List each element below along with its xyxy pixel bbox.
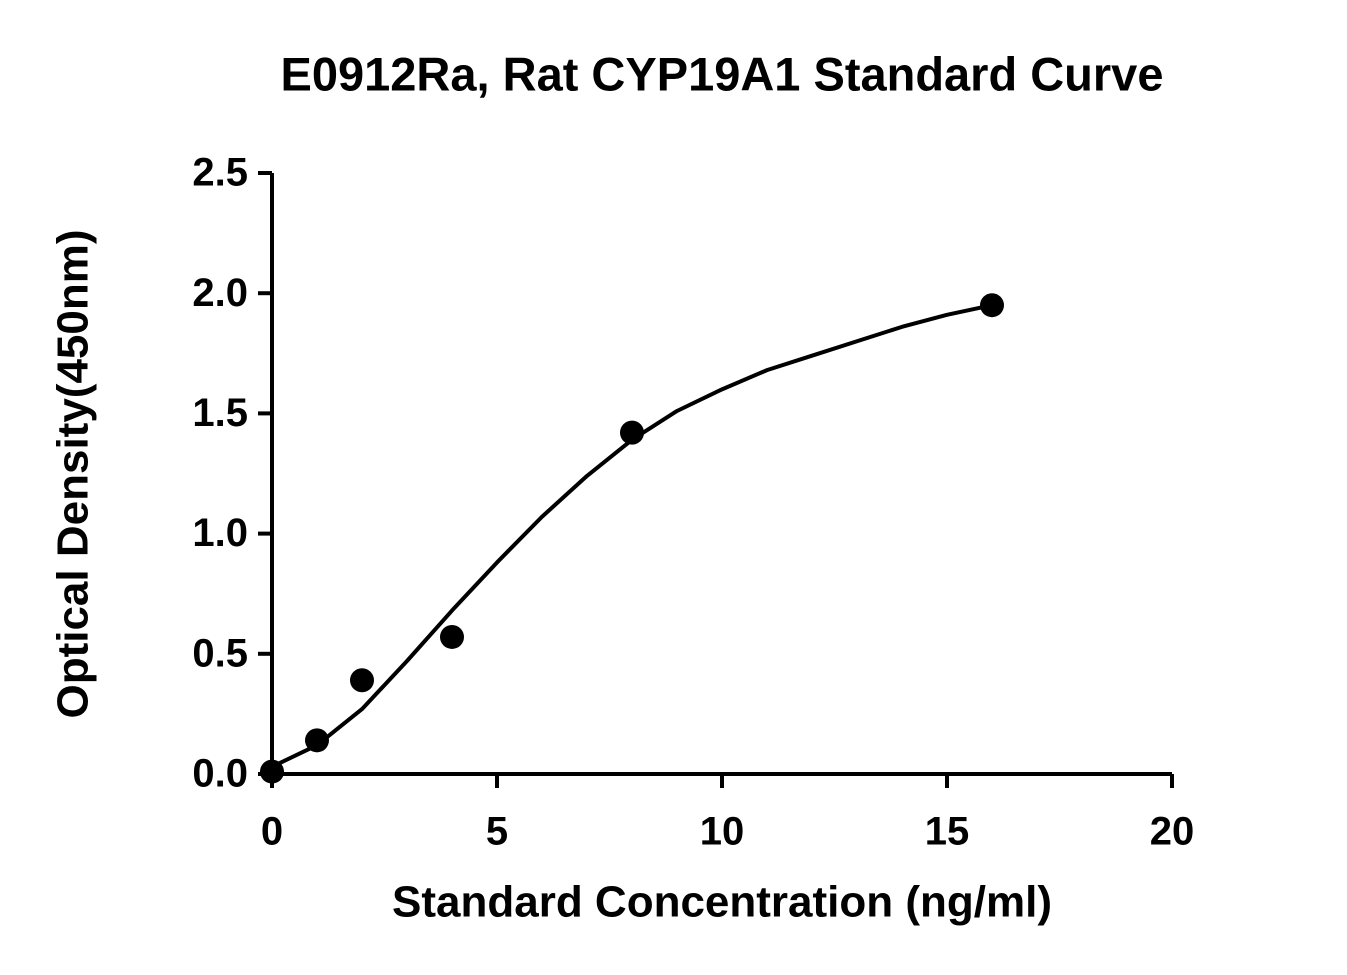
data-point [440, 624, 464, 649]
y-tick-label: 1.0 [192, 511, 248, 555]
data-point [305, 728, 329, 753]
y-tick-label: 0.5 [192, 631, 248, 675]
fit-curve [271, 303, 993, 769]
data-point [260, 759, 284, 784]
x-tick-label: 20 [1150, 810, 1195, 854]
x-tick-label: 0 [261, 810, 283, 854]
chart-title: E0912Ra, Rat CYP19A1 Standard Curve [281, 47, 1164, 100]
x-tick-label: 15 [925, 810, 970, 854]
y-tick-label: 0.0 [192, 752, 248, 796]
y-axis-label: Optical Density(450nm) [49, 229, 98, 718]
x-axis-label: Standard Concentration (ng/ml) [392, 878, 1052, 927]
y-tick-label: 1.5 [192, 391, 248, 435]
data-point [980, 293, 1004, 318]
y-tick-label: 2.5 [192, 151, 248, 195]
x-tick-label: 5 [486, 810, 508, 854]
y-tick-label: 2.0 [192, 271, 248, 315]
x-tick-label: 10 [700, 810, 745, 854]
data-point [620, 420, 644, 445]
data-point [350, 668, 374, 693]
